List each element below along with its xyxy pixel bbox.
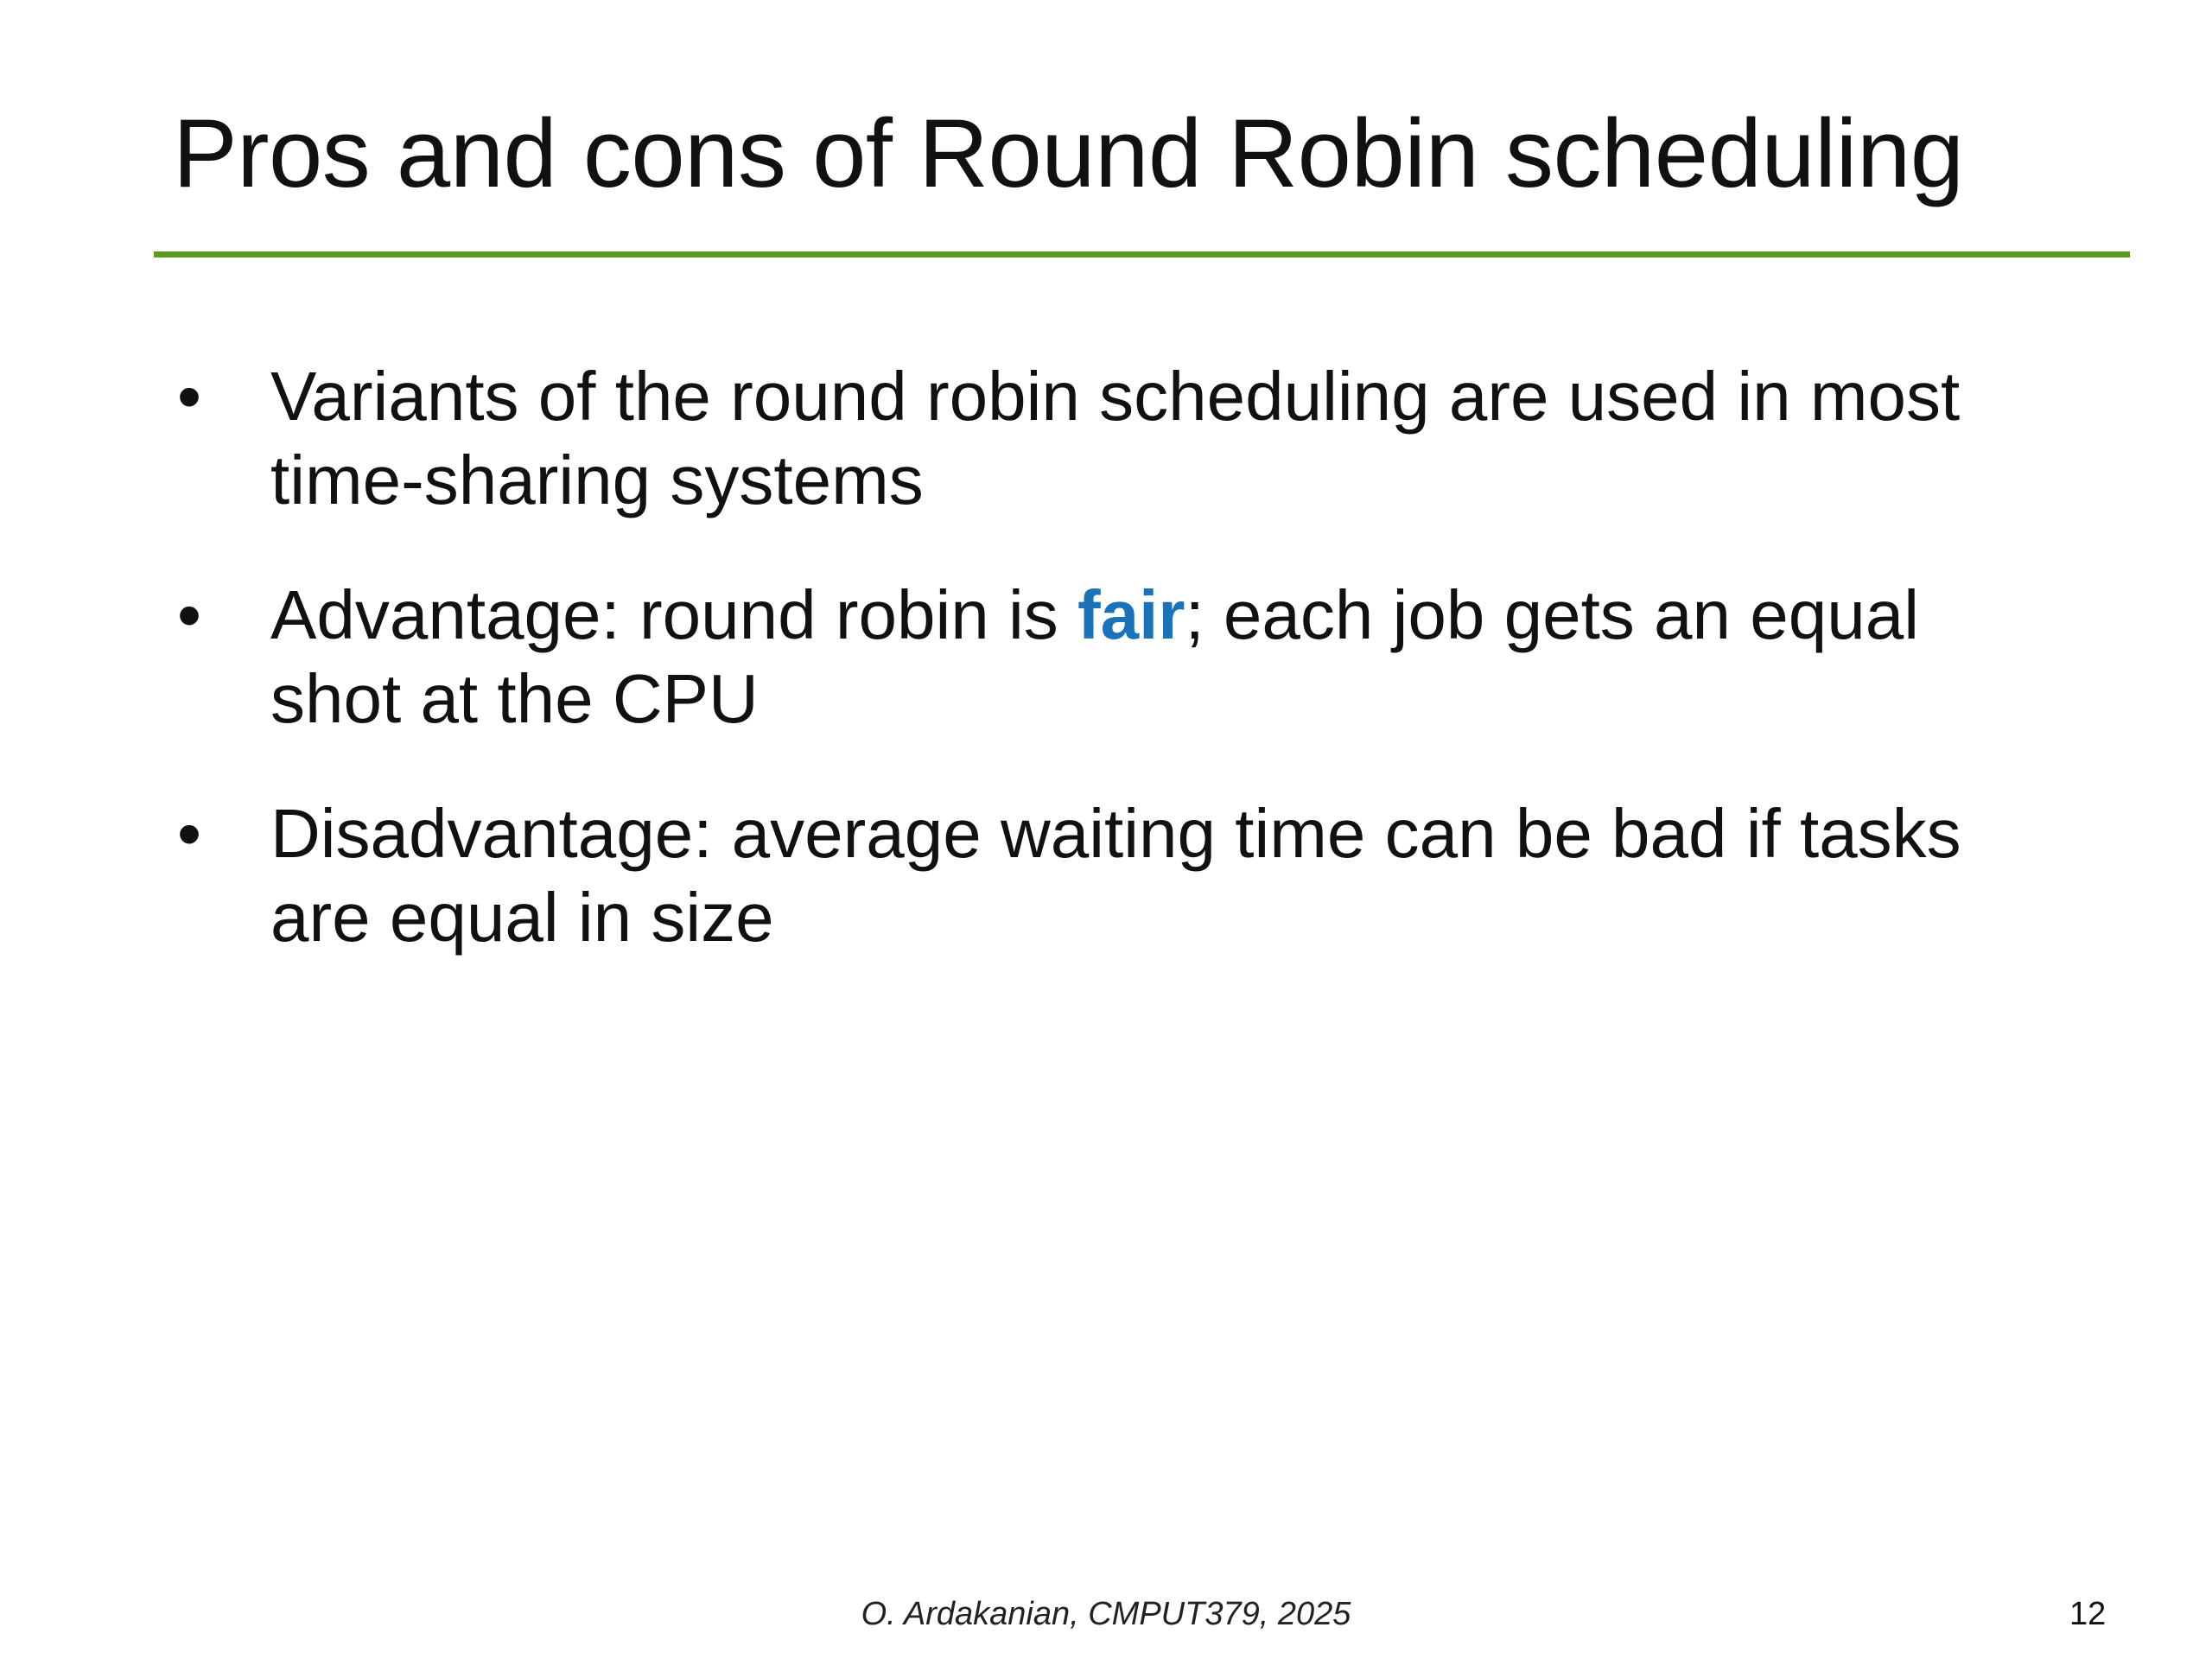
bullet-text: Variants of the round robin scheduling a… [270,358,1961,518]
slide-footer: O. Ardakanian, CMPUT379, 2025 [861,1596,1351,1632]
bullet-marker: • [177,358,202,435]
bullet-text-after: ; each job gets an equal shot at the CPU [270,576,1919,737]
bullet-text-before: Advantage: round robin is [270,576,1077,653]
bullet-item: • Disadvantage: average waiting time can… [177,791,2035,959]
bullet-marker: • [177,795,202,872]
slide-title: Pros and cons of Round Robin scheduling [173,99,1964,207]
highlighted-term: fair [1077,576,1185,653]
page-number: 12 [2069,1596,2107,1632]
bullet-item: • Variants of the round robin scheduling… [177,354,2035,522]
bullet-item: • Advantage: round robin is fair; each j… [177,573,2035,741]
bullet-marker: • [177,576,202,653]
bullet-text: Disadvantage: average waiting time can b… [270,795,1961,956]
bullet-list: • Variants of the round robin scheduling… [177,354,2035,1010]
title-divider [154,251,2130,257]
